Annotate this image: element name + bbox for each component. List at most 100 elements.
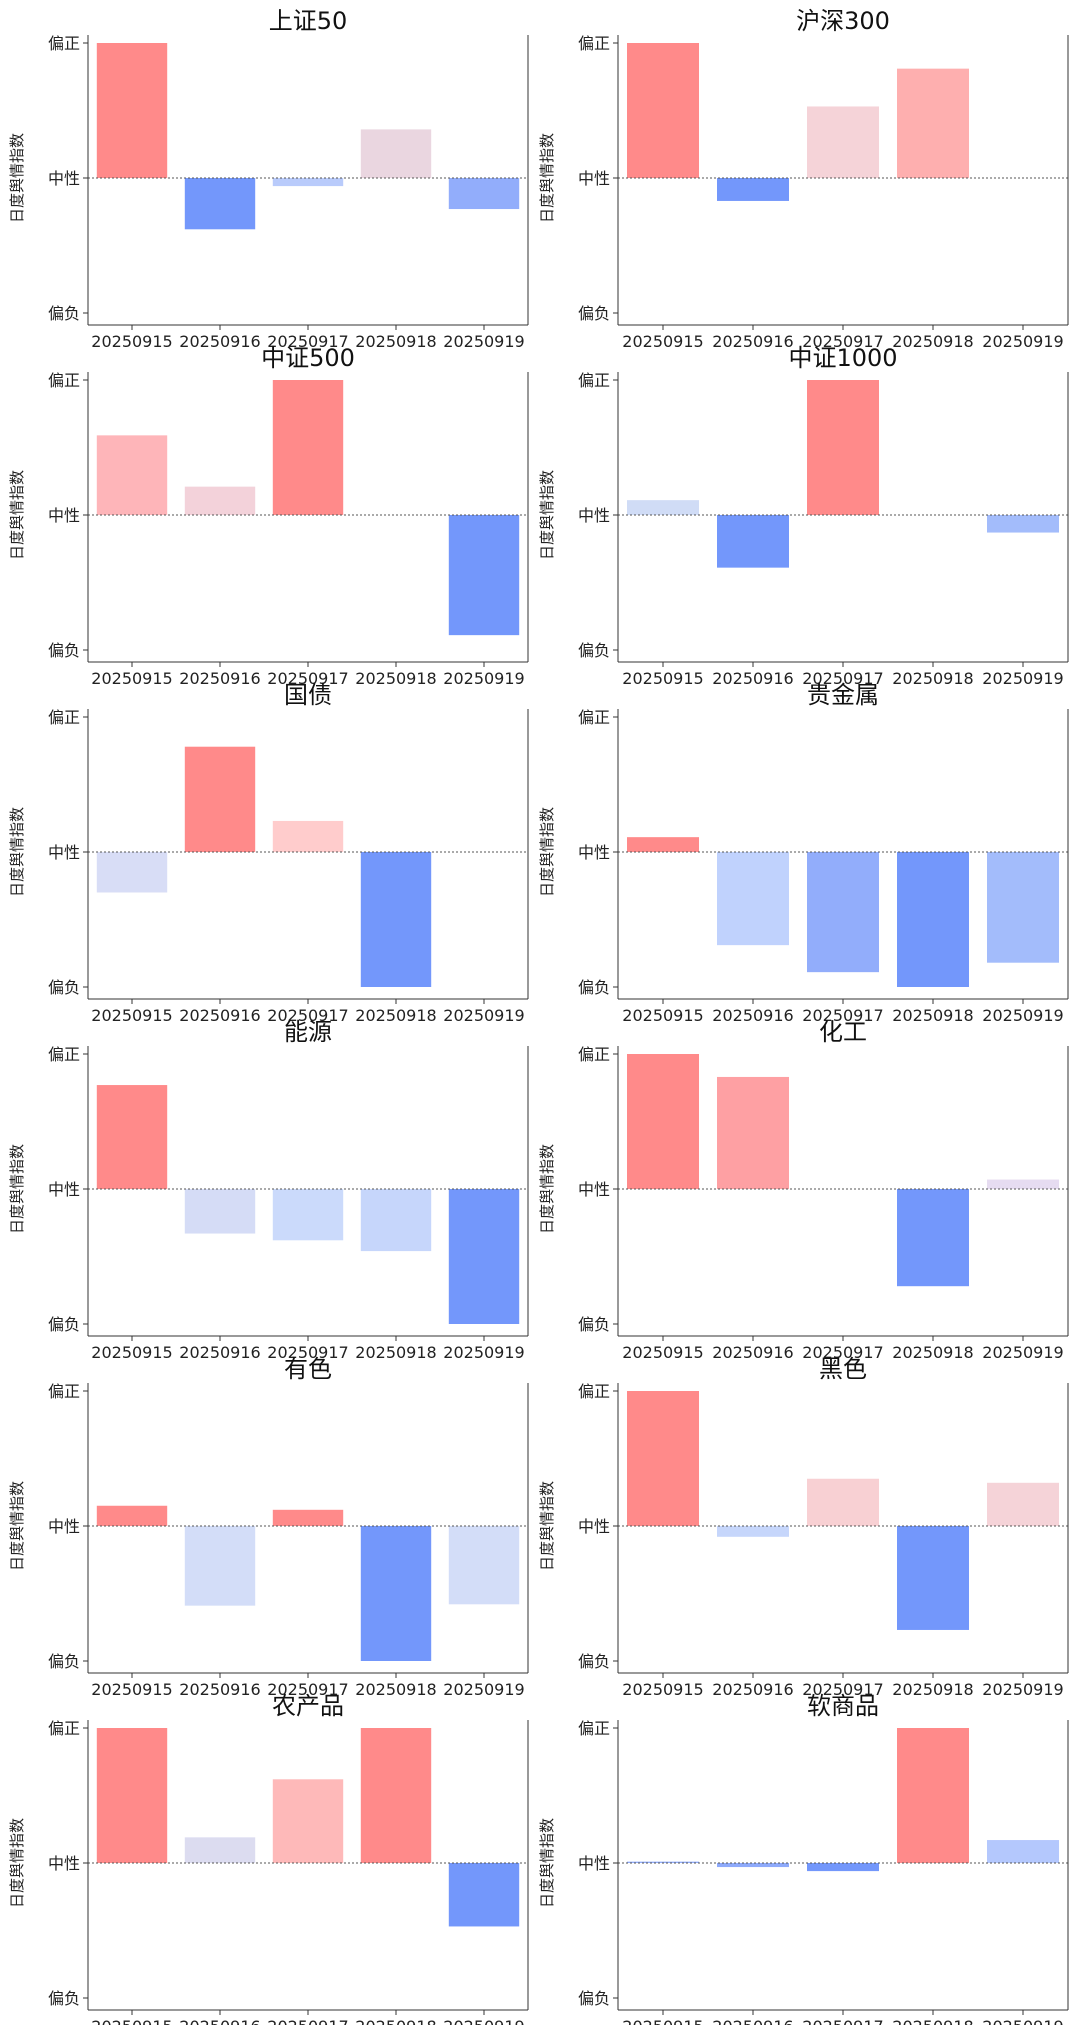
- bar: [897, 1189, 969, 1287]
- bar: [897, 68, 969, 178]
- y-tick-label: 偏正: [48, 1719, 80, 1738]
- y-axis-label: 日度舆情指数: [8, 807, 26, 897]
- chart-title: 化工: [819, 1018, 867, 1046]
- y-tick-label: 偏正: [48, 1045, 80, 1064]
- x-tick-label: 20250919: [443, 332, 524, 351]
- bar: [807, 380, 879, 515]
- x-tick-label: 20250915: [622, 1006, 703, 1025]
- y-axis-label: 日度舆情指数: [8, 1818, 26, 1908]
- chart-title: 农产品: [272, 1692, 344, 1720]
- x-tick-label: 20250919: [443, 669, 524, 688]
- bar: [717, 1526, 789, 1537]
- y-tick-label: 中性: [578, 1180, 610, 1199]
- x-tick-label: 20250917: [267, 1680, 348, 1699]
- bar: [897, 1526, 969, 1630]
- chart-panel-5: 国债 20250915 20250916 20250917 20250918 202509…: [8, 681, 529, 1025]
- chart-title: 软商品: [807, 1692, 879, 1720]
- bar: [807, 1478, 879, 1526]
- y-tick-label: 中性: [48, 1854, 80, 1873]
- bar: [627, 43, 699, 178]
- x-tick-label: 20250919: [982, 1006, 1063, 1025]
- x-tick-label: 20250916: [712, 2017, 793, 2025]
- y-tick-label: 偏负: [48, 1989, 80, 2008]
- chart-title: 黑色: [819, 1355, 867, 1383]
- bar: [627, 837, 699, 852]
- bar: [448, 1863, 520, 1927]
- y-tick-label: 偏正: [578, 1719, 610, 1738]
- x-tick-label: 20250918: [892, 1680, 973, 1699]
- y-tick-label: 中性: [48, 843, 80, 862]
- x-tick-label: 20250918: [355, 332, 436, 351]
- bar: [96, 1085, 168, 1189]
- bar: [272, 1189, 344, 1241]
- bar: [272, 380, 344, 515]
- bar: [96, 852, 168, 893]
- bar: [717, 178, 789, 201]
- bar: [448, 1189, 520, 1324]
- chart-panel-10: 黑色 20250915 20250916 20250917 20250918 202509…: [538, 1355, 1069, 1699]
- y-axis-label: 日度舆情指数: [538, 133, 556, 223]
- x-tick-label: 20250919: [982, 1680, 1063, 1699]
- chart-panel-7: 能源 20250915 20250916 20250917 20250918 202509…: [8, 1018, 529, 1362]
- y-axis-label: 日度舆情指数: [8, 470, 26, 560]
- x-tick-label: 20250919: [443, 1343, 524, 1362]
- x-tick-label: 20250918: [355, 1006, 436, 1025]
- x-tick-label: 20250917: [802, 1006, 883, 1025]
- y-tick-label: 偏负: [578, 1652, 610, 1671]
- chart-panel-1: 上证50 20250915 20250916 20250917 20250918 2025…: [8, 7, 529, 351]
- bar: [987, 852, 1059, 963]
- bar: [448, 1526, 520, 1605]
- bar: [627, 1861, 699, 1863]
- bar: [897, 1728, 969, 1863]
- bar: [360, 129, 432, 178]
- x-tick-label: 20250915: [91, 2017, 172, 2025]
- y-axis-label: 日度舆情指数: [538, 807, 556, 897]
- bar: [96, 435, 168, 515]
- chart-title: 中证500: [261, 344, 355, 372]
- y-tick-label: 中性: [578, 506, 610, 525]
- bar: [96, 43, 168, 178]
- y-tick-label: 偏正: [578, 708, 610, 727]
- x-tick-label: 20250917: [802, 2017, 883, 2025]
- bar: [184, 1837, 256, 1863]
- bar: [184, 1526, 256, 1606]
- x-tick-label: 20250919: [443, 1006, 524, 1025]
- x-tick-label: 20250915: [622, 669, 703, 688]
- chart-panel-4: 中证1000 20250915 20250916 20250917 20250918 20…: [538, 344, 1069, 688]
- x-tick-label: 20250916: [179, 1343, 260, 1362]
- y-axis-label: 日度舆情指数: [538, 470, 556, 560]
- x-tick-label: 20250917: [267, 1006, 348, 1025]
- y-tick-label: 中性: [578, 1854, 610, 1873]
- bar: [184, 746, 256, 852]
- x-tick-label: 20250918: [355, 2017, 436, 2025]
- x-tick-label: 20250919: [982, 669, 1063, 688]
- x-tick-label: 20250917: [267, 2017, 348, 2025]
- x-tick-label: 20250918: [355, 1343, 436, 1362]
- chart-title: 上证50: [269, 7, 348, 35]
- chart-panel-3: 中证500 20250915 20250916 20250917 20250918 202…: [8, 344, 529, 688]
- y-axis-label: 日度舆情指数: [8, 1481, 26, 1571]
- x-tick-label: 20250918: [355, 1680, 436, 1699]
- y-tick-label: 偏负: [48, 1315, 80, 1334]
- bar: [717, 852, 789, 946]
- y-tick-label: 中性: [48, 1517, 80, 1536]
- y-tick-label: 偏负: [578, 978, 610, 997]
- y-axis-label: 日度舆情指数: [8, 1144, 26, 1234]
- y-tick-label: 偏负: [48, 304, 80, 323]
- chart-title: 能源: [284, 1018, 332, 1046]
- x-tick-label: 20250916: [179, 332, 260, 351]
- bar: [360, 1728, 432, 1863]
- bar: [360, 852, 432, 987]
- y-tick-label: 偏负: [578, 304, 610, 323]
- x-tick-label: 20250916: [712, 1343, 793, 1362]
- x-tick-label: 20250919: [982, 1343, 1063, 1362]
- y-tick-label: 中性: [48, 169, 80, 188]
- y-axis-label: 日度舆情指数: [538, 1144, 556, 1234]
- x-tick-label: 20250915: [622, 1680, 703, 1699]
- x-tick-label: 20250918: [892, 1343, 973, 1362]
- y-tick-label: 偏正: [48, 708, 80, 727]
- y-tick-label: 偏正: [578, 371, 610, 390]
- x-tick-label: 20250919: [443, 1680, 524, 1699]
- y-tick-label: 中性: [48, 506, 80, 525]
